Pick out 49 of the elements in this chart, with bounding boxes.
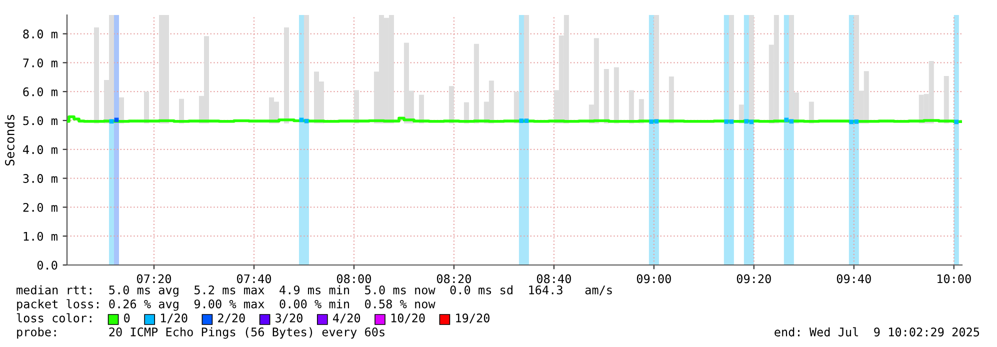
y-tick-label: 6.0 m bbox=[23, 87, 58, 96]
bar bbox=[668, 76, 674, 124]
x-tick-label: 08:40 bbox=[536, 274, 571, 284]
legend-title: loss color: bbox=[16, 313, 92, 322]
bar bbox=[628, 90, 634, 124]
bar bbox=[944, 76, 949, 124]
x-tick-label: 09:40 bbox=[836, 274, 871, 284]
x-tick-label: 09:20 bbox=[736, 274, 771, 284]
bar bbox=[448, 86, 454, 124]
bar bbox=[614, 67, 619, 124]
text: end: Wed Jul 9 10:02:29 2025 bbox=[774, 327, 980, 336]
x-tick-label: 08:20 bbox=[436, 274, 471, 284]
legend-label: 4/20 bbox=[332, 314, 360, 324]
y-tick-label: 1.0 m bbox=[24, 232, 58, 241]
x-tick-label: 10:00 bbox=[938, 274, 971, 284]
legend-label: 2/20 bbox=[218, 314, 245, 324]
bar bbox=[514, 92, 519, 124]
bar bbox=[144, 92, 149, 124]
legend-label: 3/20 bbox=[276, 314, 302, 324]
bar bbox=[604, 69, 609, 124]
y-tick-label: 2.0 m bbox=[23, 202, 58, 212]
bar bbox=[284, 27, 289, 124]
x-tick-label: 07:40 bbox=[236, 274, 271, 284]
legend-label: 19/20 bbox=[456, 314, 490, 324]
text: probe: 20 ICMP Echo Pings (56 Bytes) every 60s bbox=[17, 327, 384, 339]
y-tick-label: 0.0 bbox=[37, 260, 58, 270]
y-tick-label: 3.0 m bbox=[23, 174, 58, 183]
y-axis-title: Seconds bbox=[4, 114, 14, 166]
x-tick-label: 09:00 bbox=[636, 274, 671, 284]
bar bbox=[119, 97, 124, 124]
y-tick-label: 5.0 m bbox=[23, 116, 58, 126]
y-tick-label: 8.0 m bbox=[23, 30, 58, 38]
y-tick-label: 7.0 m bbox=[23, 58, 58, 68]
text: packet loss: 0.26 % avg 9.00 % max 0.00 % min 0.58 % now bbox=[17, 299, 436, 311]
y-tick-label: 4.0 m bbox=[23, 145, 58, 154]
legend-label: 10/20 bbox=[391, 314, 425, 324]
text: median rtt: 5.0 ms avg 5.2 ms max 4.9 ms min 5.0 ms now 0.0 ms sd 164.3 am/s bbox=[16, 285, 612, 297]
legend-label: 1/20 bbox=[161, 314, 188, 324]
legend-label: 0 bbox=[124, 314, 130, 322]
x-tick-label: 08:00 bbox=[336, 274, 371, 284]
bar bbox=[748, 15, 754, 124]
bar bbox=[728, 15, 734, 124]
bar bbox=[304, 15, 309, 124]
bar bbox=[474, 44, 479, 124]
bar bbox=[94, 27, 99, 124]
bar bbox=[654, 15, 659, 124]
bar bbox=[524, 15, 529, 124]
x-tick-label: 07:20 bbox=[136, 274, 171, 284]
bar bbox=[808, 102, 814, 124]
